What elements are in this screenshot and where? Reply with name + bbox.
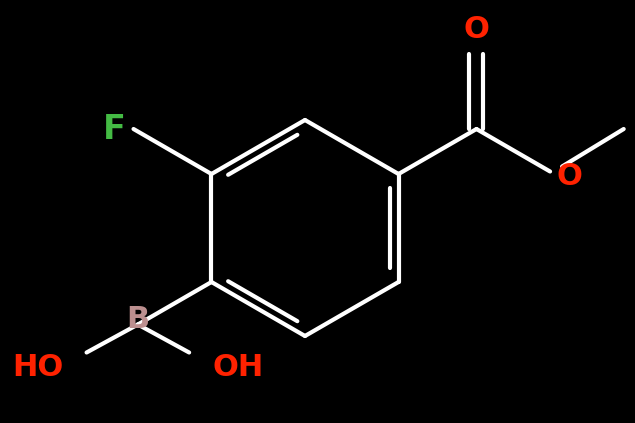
Text: O: O [556,162,582,191]
Text: B: B [126,305,149,334]
Text: O: O [464,15,490,44]
Text: F: F [103,113,126,146]
Text: OH: OH [212,353,264,382]
Text: HO: HO [12,353,64,382]
